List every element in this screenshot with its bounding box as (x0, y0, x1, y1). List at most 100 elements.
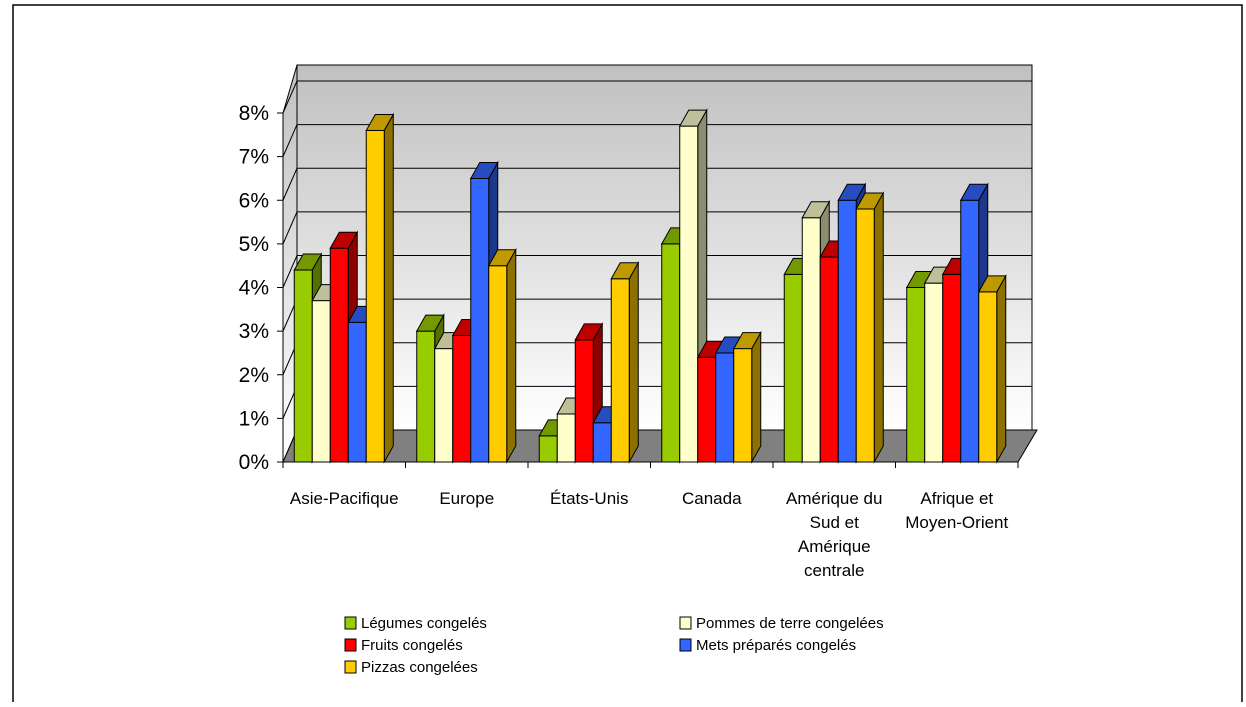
bar-front (697, 356, 717, 463)
bar-top (415, 314, 445, 332)
legend-item: Fruits congelés (344, 637, 463, 654)
legend-label: Pommes de terre congelées (696, 615, 884, 632)
gridline (282, 80, 1032, 114)
x-tick-label: Moyen-Orient (905, 513, 1008, 532)
bar-front (452, 334, 472, 463)
bar-side (628, 260, 639, 464)
bar-top (329, 231, 359, 249)
bar-front (924, 282, 944, 463)
y-tick-label: 7% (239, 146, 269, 169)
bar-top (574, 323, 604, 341)
bar-front (538, 435, 558, 463)
bars (293, 108, 1007, 464)
bar (977, 273, 1007, 464)
bar-side (996, 273, 1007, 464)
bar-front (610, 278, 630, 463)
bar-side (506, 247, 517, 464)
bar (855, 191, 885, 464)
legend-swatch (344, 616, 357, 630)
legend-label: Légumes congelés (361, 615, 487, 632)
gridline (282, 255, 1032, 288)
gridline (282, 124, 1032, 157)
bar-front (819, 256, 839, 463)
y-tick-label: 5% (239, 233, 269, 256)
bar-front (556, 413, 576, 463)
legend-item: Pizzas congelées (344, 659, 478, 676)
bar-front (661, 243, 681, 463)
bar-top (365, 113, 395, 131)
legend-swatch (679, 616, 692, 630)
bar-front (783, 273, 803, 463)
x-tick-label: Sud et (810, 513, 859, 532)
x-axis: Asie-Pacifique Europe États-Unis Canada Amér… (282, 461, 1019, 580)
bar-front (801, 217, 821, 463)
x-tick-label: Amérique du (786, 489, 882, 508)
bar-side (383, 112, 394, 464)
x-tick-label: Amérique (798, 537, 871, 556)
y-tick-label: 8% (239, 102, 269, 125)
y-tick-label: 4% (239, 277, 269, 300)
x-tick-label: États-Unis (550, 489, 628, 508)
legend-label: Fruits congelés (361, 637, 463, 654)
bar-front (837, 199, 857, 463)
x-tick-label: Afrique et (920, 489, 993, 508)
x-tick-label: Canada (682, 489, 742, 508)
legend-item: Légumes congelés (344, 615, 487, 632)
bar-front (679, 125, 699, 463)
bar-top (487, 249, 517, 267)
bar-front (434, 348, 454, 463)
x-tick-label: centrale (804, 561, 864, 580)
bar-side (751, 330, 762, 464)
y-tick-label: 3% (239, 320, 269, 343)
bar-front (293, 269, 313, 463)
bar-front (574, 339, 594, 463)
bar-front (942, 273, 962, 463)
bar-front (960, 199, 980, 463)
y-tick-label: 0% (239, 451, 269, 474)
bar-top (959, 183, 989, 201)
legend-label: Mets préparés congelés (696, 637, 856, 654)
legend-swatch (679, 638, 692, 652)
y-tick-label: 1% (239, 407, 269, 430)
bar-front (906, 287, 926, 463)
legend: Légumes congelés Pommes de terre congelée… (344, 615, 884, 676)
bar-front (347, 321, 367, 463)
bar-front (329, 247, 349, 463)
y-tick-label: 6% (239, 189, 269, 212)
bar-front (416, 330, 436, 463)
bar (487, 247, 517, 464)
bar (732, 330, 762, 464)
bar-side (873, 191, 884, 464)
legend-item: Pommes de terre congelées (679, 615, 884, 632)
bar-front (311, 300, 331, 463)
legend-item: Mets préparés congelés (679, 637, 856, 654)
bar-top (855, 192, 885, 210)
bar-front (978, 291, 998, 463)
legend-label: Pizzas congelées (361, 659, 478, 676)
bar-top (977, 275, 1007, 293)
bar-top (837, 183, 867, 201)
x-tick-label: Asie-Pacifique (290, 489, 399, 508)
bar-top (610, 262, 640, 280)
bar-front (855, 208, 875, 463)
bar-front (470, 177, 490, 463)
bar-front (488, 265, 508, 463)
y-tick-label: 2% (239, 364, 269, 387)
bar-top (293, 253, 323, 271)
bar-front (733, 348, 753, 463)
gridline (282, 167, 1032, 201)
bar-front (365, 129, 385, 463)
bar (610, 260, 640, 464)
y-axis: 0% 1% 2% 3% 4% 5% 6% 7% 8% (239, 102, 284, 474)
bar (365, 112, 395, 464)
x-tick-label: Europe (439, 489, 494, 508)
bar-top (801, 201, 831, 219)
gridline (282, 211, 1032, 245)
legend-swatch (344, 660, 357, 674)
bar-top (469, 161, 499, 179)
bar-top (678, 109, 708, 127)
bar-front (592, 422, 612, 463)
bar-front (715, 352, 735, 463)
